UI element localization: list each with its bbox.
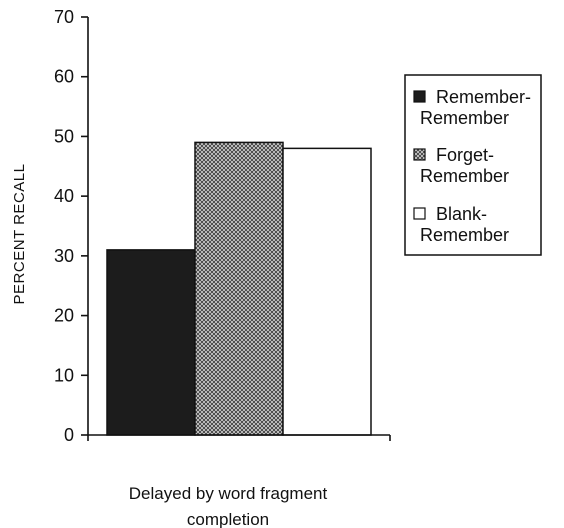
axes-layer xyxy=(81,16,391,441)
legend-label: Remember xyxy=(420,166,509,186)
bar-blank-remember xyxy=(282,147,372,436)
labels-layer: 0 10 20 30 40 50 60 70 PERCENT RECALL Delayed by … xyxy=(11,7,327,528)
bars-layer xyxy=(106,141,372,436)
legend-label: Remember- xyxy=(436,87,531,107)
legend-box xyxy=(404,74,542,256)
legend-swatch xyxy=(413,90,426,103)
y-tick-label: 70 xyxy=(54,7,74,27)
y-tick-label: 60 xyxy=(54,67,74,87)
legend: Remember-RememberForget-RememberBlank-Re… xyxy=(404,74,542,256)
bar-remember-remember xyxy=(106,249,196,436)
y-tick-label: 10 xyxy=(54,365,74,385)
legend-swatch xyxy=(413,148,426,161)
y-tick-label: 20 xyxy=(54,306,74,326)
legend-label: Forget- xyxy=(436,145,494,165)
legend-label: Blank- xyxy=(436,204,487,224)
x-axis-label-line: Delayed by word fragment xyxy=(129,484,328,503)
y-tick-label: 0 xyxy=(64,425,74,445)
legend-label: Remember xyxy=(420,225,509,245)
legend-label: Remember xyxy=(420,108,509,128)
legend-swatch xyxy=(413,207,426,220)
y-tick-label: 30 xyxy=(54,246,74,266)
bar-forget-remember xyxy=(194,141,284,436)
y-tick-label: 40 xyxy=(54,186,74,206)
y-tick-label: 50 xyxy=(54,126,74,146)
x-axis-label-line: completion xyxy=(187,510,269,528)
y-axis-title: PERCENT RECALL xyxy=(11,164,28,305)
